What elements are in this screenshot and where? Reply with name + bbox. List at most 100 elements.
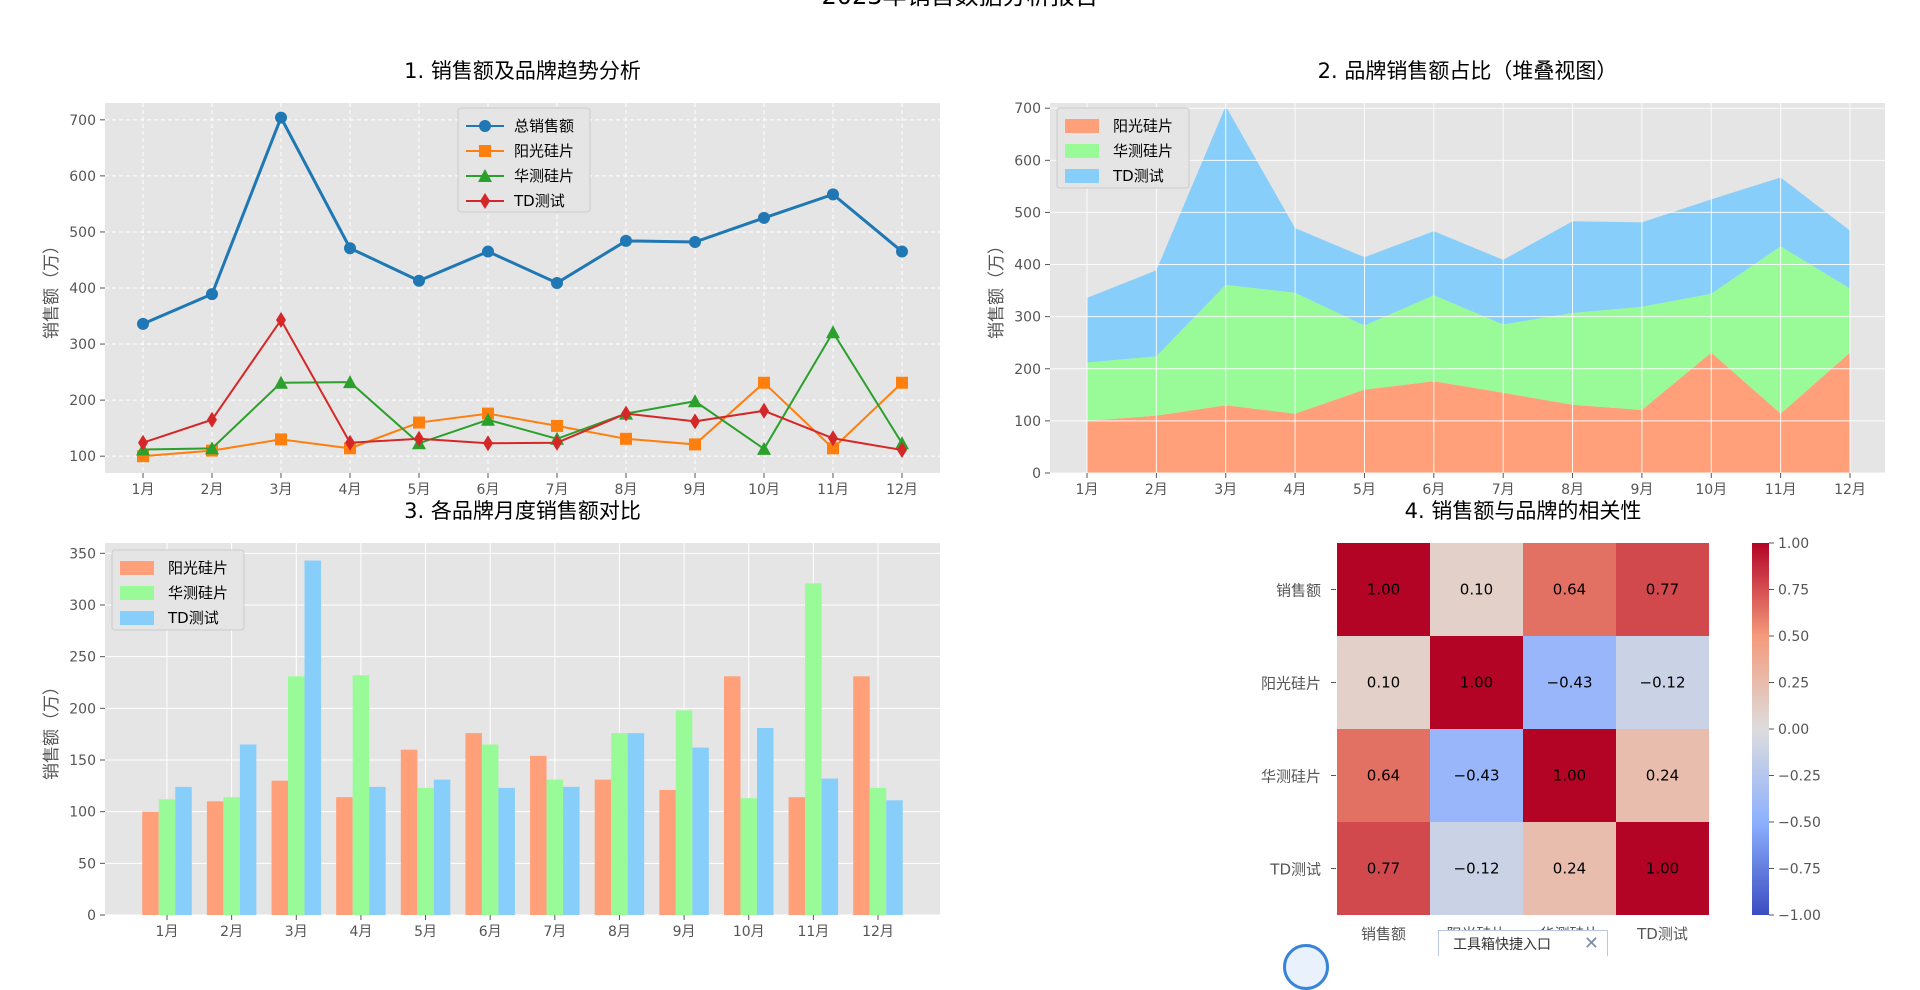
data-point (479, 145, 491, 157)
data-point (414, 430, 424, 447)
chart-title: 1. 销售额及品牌趋势分析 (404, 59, 641, 83)
legend-label: 阳光硅片 (1113, 117, 1173, 135)
heatmap-cell-label: 1.00 (1460, 674, 1493, 692)
legend-label: 华测硅片 (514, 167, 574, 185)
bar (788, 797, 806, 915)
y-axis-label: 销售额（万） (987, 237, 1007, 339)
x-tick-label: 11月 (1765, 482, 1797, 498)
data-point (827, 188, 839, 201)
y-tick-label: 200 (1014, 362, 1041, 378)
colorbar-tick-label: 0.75 (1778, 583, 1809, 599)
heatmap-cell-label: 0.24 (1553, 860, 1586, 878)
data-point (207, 411, 217, 428)
data-point (413, 274, 425, 287)
data-point (896, 245, 908, 258)
bar (369, 786, 386, 915)
x-tick-label: 1月 (1076, 482, 1099, 498)
x-tick-label: 9月 (684, 482, 707, 498)
area-series (1087, 352, 1850, 473)
data-point (275, 111, 287, 124)
heatmap-cell (1430, 543, 1523, 636)
colorbar-tick-label: −0.50 (1778, 815, 1821, 831)
x-tick-label: 10月 (1695, 482, 1727, 498)
bar (206, 801, 224, 915)
y-tick-label: 600 (1014, 153, 1041, 169)
colorbar-tick-label: 1.00 (1778, 536, 1809, 552)
x-tick-label: 2月 (201, 482, 224, 498)
x-tick-label: 1月 (156, 924, 179, 940)
heatmap-cell-label: 1.00 (1367, 581, 1400, 599)
x-tick-label: 11月 (797, 924, 829, 940)
heatmap-cell (1337, 543, 1430, 636)
x-tick-label: 5月 (1353, 482, 1376, 498)
data-point (205, 441, 219, 455)
x-tick-label: 6月 (1422, 482, 1445, 498)
bar (869, 787, 887, 915)
series-line (142, 318, 903, 452)
data-point (551, 419, 563, 432)
toolbox-shortcut-popup[interactable]: 工具箱快捷入口 ✕ (1438, 930, 1608, 956)
y-tick-label: 350 (69, 546, 96, 562)
data-point (758, 211, 770, 224)
y-tick-label: 0 (87, 908, 96, 924)
data-point (275, 433, 287, 446)
y-tick-label: 300 (69, 598, 96, 614)
chart-3-grouped-bar: 0 50 100 150 200 250 300 350 1月 2月 3月 4月 5月 6月 7月 8月 9月 1… (42, 499, 940, 940)
y-tick-label: 300 (1014, 310, 1041, 326)
data-point (274, 375, 288, 389)
data-point (690, 413, 700, 430)
legend-box (457, 107, 591, 213)
heatmap-cell (1616, 543, 1709, 636)
heatmap-row-label: 阳光硅片 (1261, 675, 1321, 693)
chart-2-stacked-area: 0 100 200 300 400 500 600 700 1月 2月 3月 4月 5月 6月 7月 8月 9月… (987, 59, 1885, 498)
data-point (345, 434, 355, 451)
bar (142, 811, 159, 915)
data-point (759, 402, 769, 419)
bar (853, 676, 870, 915)
y-tick-label: 700 (69, 113, 96, 129)
y-tick-label: 300 (69, 337, 96, 353)
bar (498, 787, 515, 915)
colorbar-tick-label: −1.00 (1778, 908, 1821, 924)
legend-label: 阳光硅片 (514, 142, 574, 160)
x-tick-label: 3月 (285, 924, 308, 940)
heatmap-cell (1430, 729, 1523, 822)
close-icon[interactable]: ✕ (1583, 932, 1599, 954)
series-line (142, 381, 903, 458)
legend-label: 总销售额 (514, 117, 574, 135)
bar (594, 779, 612, 915)
heatmap-cell (1337, 822, 1430, 915)
heatmap-cell (1523, 636, 1616, 729)
y-axis-label: 销售额（万） (42, 237, 62, 339)
x-tick-label: 12月 (862, 924, 894, 940)
colorbar-tick-label: 0.50 (1778, 629, 1809, 645)
assistant-float-icon[interactable] (1283, 944, 1329, 990)
bar (417, 787, 434, 915)
y-tick-label: 400 (69, 281, 96, 297)
data-point (344, 242, 356, 255)
data-point (479, 120, 491, 132)
legend-label: 阳光硅片 (168, 559, 228, 577)
data-point (276, 311, 286, 328)
y-tick-label: 250 (69, 650, 96, 666)
heatmap-cell-label: 0.10 (1460, 581, 1493, 599)
bar (723, 676, 741, 915)
legend-label: TD测试 (167, 609, 219, 627)
chart-4-heatmap: 1.00 0.10 0.64 0.77 0.10 1.00 −0.43 −0.12 0.64 −0… (1261, 499, 1821, 943)
area-series (1087, 246, 1850, 421)
bar (805, 583, 822, 915)
x-tick-label: 2月 (220, 924, 243, 940)
legend-swatch (1065, 169, 1099, 183)
chart-title: 3. 各品牌月度销售额对比 (404, 499, 641, 523)
data-point (896, 376, 908, 389)
data-point (413, 416, 425, 429)
legend-label: TD测试 (1112, 167, 1164, 185)
heatmap-cell (1523, 729, 1616, 822)
toolbox-shortcut-label[interactable]: 工具箱快捷入口 (1453, 936, 1551, 953)
heatmap-cell-label: 0.77 (1367, 860, 1400, 878)
heatmap-cell (1616, 729, 1709, 822)
x-tick-label: 4月 (339, 482, 362, 498)
heatmap-cell (1523, 822, 1616, 915)
x-tick-label: 12月 (1834, 482, 1866, 498)
x-tick-label: 4月 (349, 924, 372, 940)
